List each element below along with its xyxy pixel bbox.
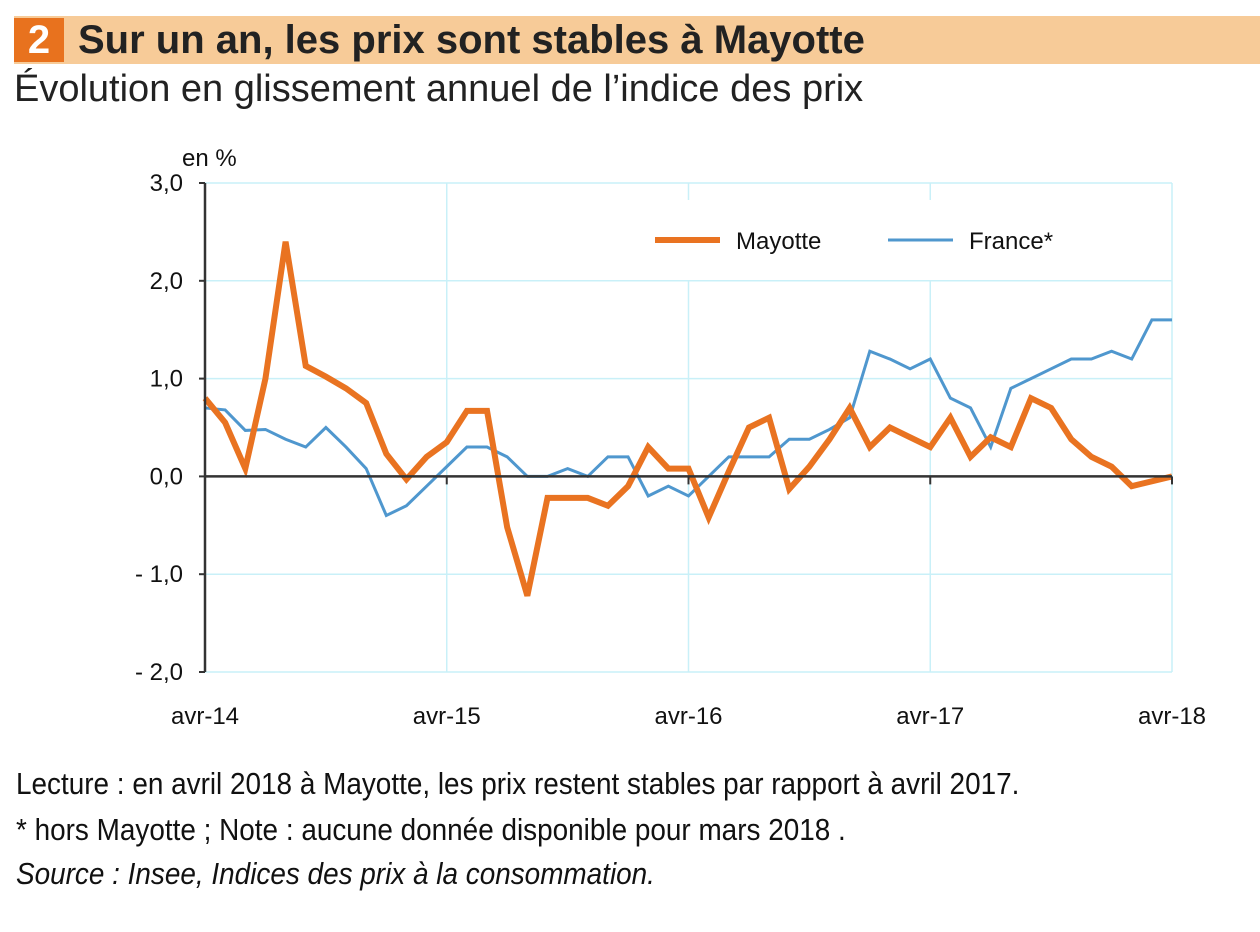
chart-title: Sur un an, les prix sont stables à Mayot… [78, 18, 865, 62]
series-line-mayotte [202, 241, 1173, 597]
x-tick-label: avr-17 [896, 703, 964, 730]
title-bar: 2 Sur un an, les prix sont stables à May… [14, 16, 1260, 64]
figure-number: 2 [14, 18, 64, 62]
y-tick-label: 1,0 [150, 366, 183, 393]
y-tick-label: 2,0 [150, 268, 183, 295]
source-note: Source : Insee, Indices des prix à la co… [16, 856, 655, 891]
legend: Mayotte France* [655, 228, 1053, 255]
x-tick-label: avr-18 [1138, 703, 1206, 730]
line-chart: en % 3,0 2,0 1,0 0,0 - 1,0 - 2,0 avr-14 avr-15 a… [135, 145, 1206, 730]
x-tick-label: avr-16 [654, 703, 722, 730]
x-tick-label: avr-14 [171, 703, 239, 730]
footnote: * hors Mayotte ; Note : aucune donnée di… [16, 812, 846, 847]
y-axis-label: en % [182, 145, 237, 172]
x-tick-label: avr-15 [413, 703, 481, 730]
y-tick-label: 0,0 [150, 463, 183, 490]
legend-label-france: France* [969, 228, 1053, 255]
legend-label-mayotte: Mayotte [736, 228, 821, 255]
y-tick-label: 3,0 [150, 170, 183, 197]
y-tick-label: - 1,0 [135, 561, 183, 588]
chart-subtitle: Évolution en glissement annuel de l’indi… [14, 68, 864, 110]
y-tick-label: - 2,0 [135, 659, 183, 686]
reading-note: Lecture : en avril 2018 à Mayotte, les p… [16, 766, 1020, 801]
